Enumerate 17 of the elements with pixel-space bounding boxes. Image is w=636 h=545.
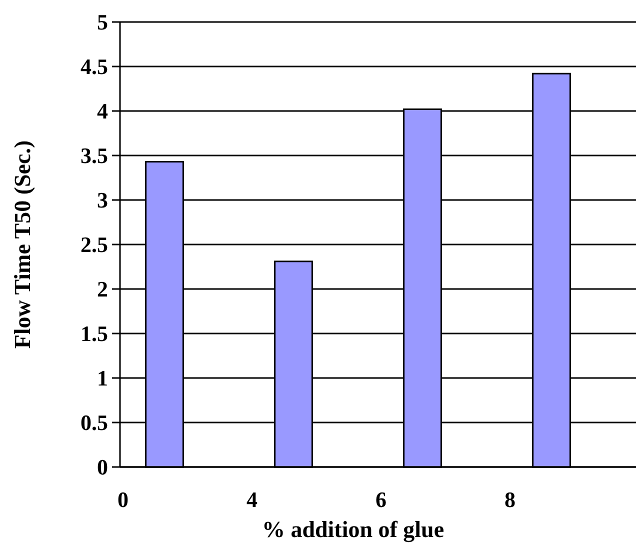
y-tick-label: 4 (97, 98, 108, 124)
x-tick-label: 0 (118, 487, 128, 512)
y-tick-label: 4.5 (80, 54, 108, 80)
y-tick-label: 0.5 (80, 410, 108, 436)
x-tick-label: 6 (376, 487, 386, 512)
y-tick-label: 3.5 (80, 143, 108, 168)
y-tick-label: 5 (97, 10, 108, 35)
y-axis-title: Flow Time T50 (Sec.) (10, 140, 35, 349)
x-tick-label: 8 (504, 487, 516, 512)
y-tick-label: 2 (97, 276, 108, 302)
x-axis-title: % addition of glue (262, 517, 444, 543)
y-tick-label: 0 (97, 454, 108, 480)
x-tick-label: 4 (246, 487, 258, 512)
y-tick-label: 2.5 (80, 232, 108, 258)
y-tick-label: 1.5 (80, 321, 108, 346)
y-tick-label: 1 (97, 366, 108, 391)
y-tick-label: 3 (97, 188, 108, 213)
